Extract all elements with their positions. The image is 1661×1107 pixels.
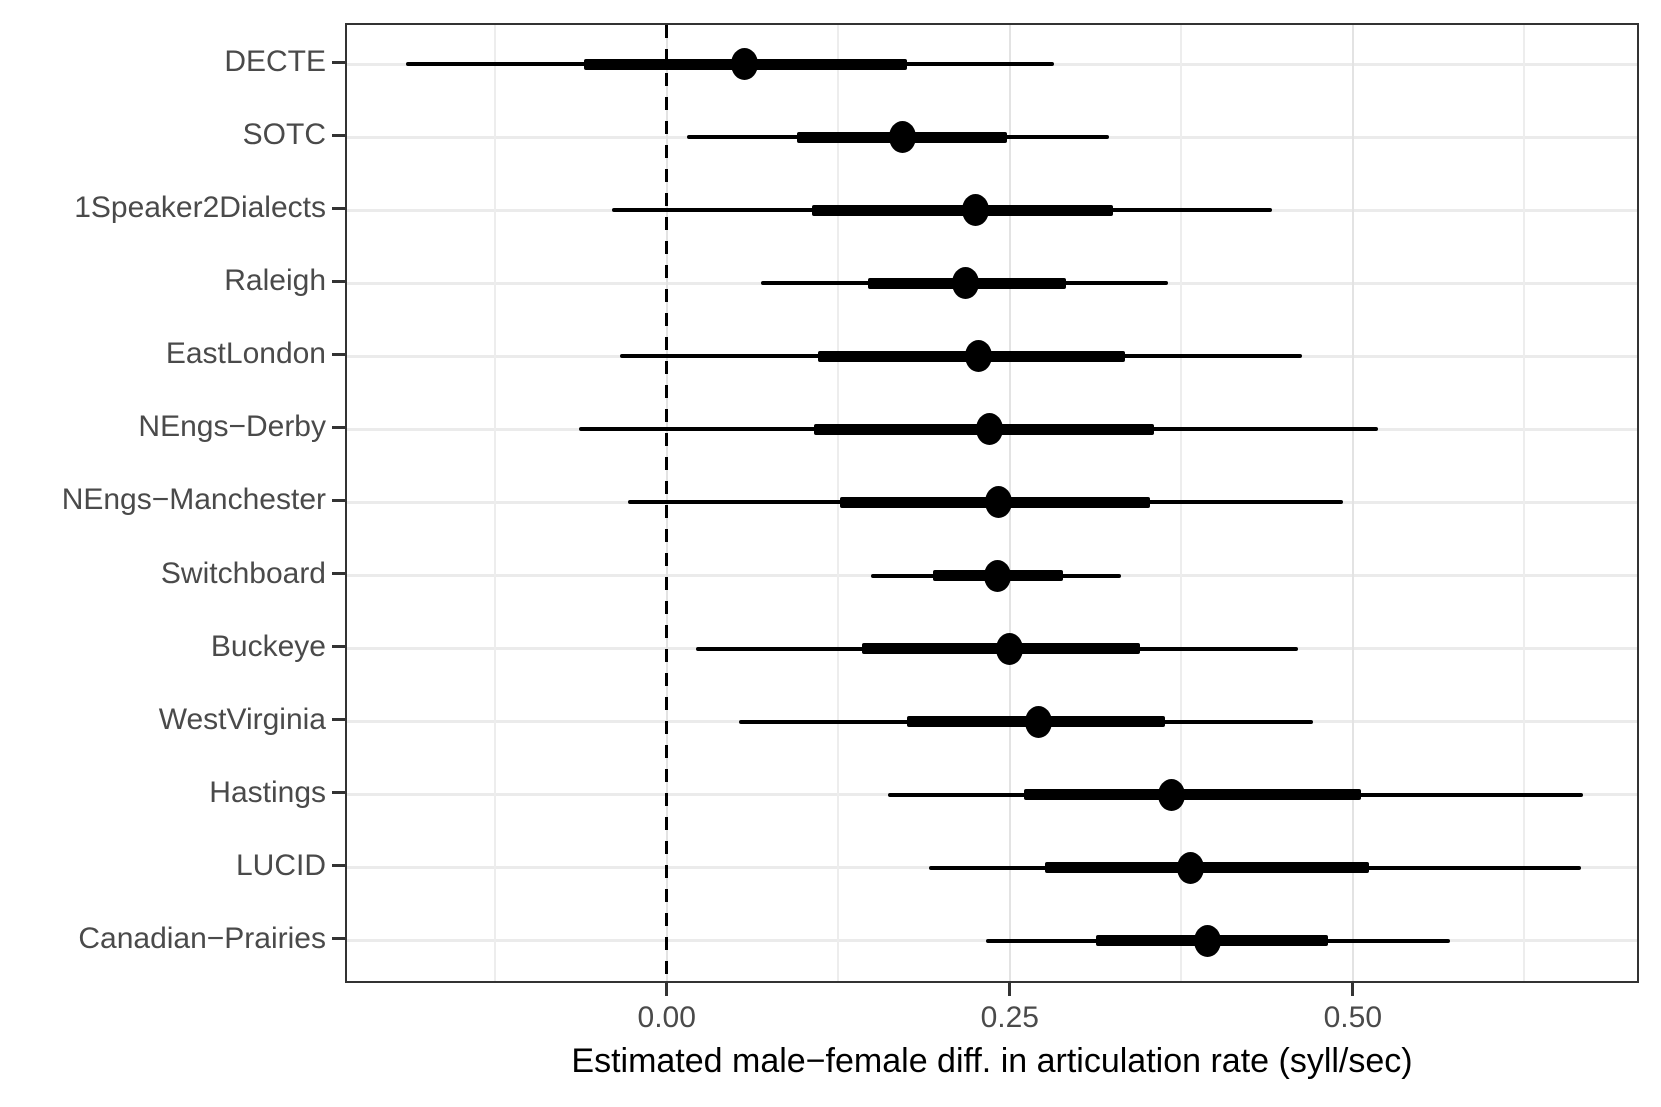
y-axis-tick (332, 352, 345, 356)
point-estimate (1025, 705, 1053, 738)
x-axis-tick (665, 983, 669, 996)
y-axis-tick (332, 718, 345, 722)
y-axis-label: DECTE (224, 45, 326, 78)
point-estimate (983, 559, 1011, 592)
y-axis-label: 1Speaker2Dialects (74, 191, 326, 225)
y-axis-tick (332, 572, 345, 576)
y-axis-tick (332, 498, 345, 502)
y-axis-tick (332, 791, 345, 795)
y-axis-label: NEngs−Manchester (61, 483, 326, 517)
vertical-major-gridline (1351, 25, 1354, 981)
x-axis-tick (1351, 983, 1355, 996)
point-estimate (964, 340, 992, 373)
point-estimate (1158, 778, 1186, 811)
point-estimate (985, 486, 1013, 519)
vertical-minor-gridline (494, 25, 497, 981)
y-axis-tick (332, 206, 345, 210)
point-estimate (889, 121, 917, 154)
point-estimate (961, 194, 989, 227)
y-axis-label: Canadian−Prairies (78, 921, 326, 955)
y-axis-tick (332, 425, 345, 429)
y-axis-tick (332, 60, 345, 64)
y-axis-tick (332, 645, 345, 649)
y-axis-tick (332, 279, 345, 283)
y-axis-label: Switchboard (160, 556, 326, 590)
x-axis-title: Estimated male−female diff. in articulat… (571, 1042, 1413, 1080)
point-estimate (1177, 851, 1205, 884)
point-estimate (996, 632, 1024, 665)
y-axis-label: WestVirginia (158, 702, 326, 736)
y-axis-label: Buckeye (210, 629, 326, 663)
inner-interval (1045, 862, 1370, 874)
point-estimate (975, 413, 1003, 446)
y-axis-label: LUCID (235, 848, 326, 882)
point-estimate (731, 48, 759, 80)
y-axis-tick (332, 937, 345, 941)
x-axis-tick-label: 0.50 (1323, 1001, 1383, 1034)
y-axis-label: Raleigh (224, 264, 326, 298)
vertical-minor-gridline (1523, 25, 1526, 981)
x-axis-tick (1008, 983, 1012, 996)
y-axis-tick (332, 864, 345, 868)
y-axis-label: SOTC (242, 118, 326, 152)
point-estimate (952, 267, 980, 300)
plot-panel (345, 23, 1639, 983)
x-axis-tick-label: 0.00 (637, 1001, 696, 1034)
y-axis-label: NEngs−Derby (138, 410, 326, 444)
point-estimate (1193, 924, 1221, 957)
y-axis-tick (332, 133, 345, 137)
inner-interval (1023, 789, 1362, 801)
x-axis-tick-label: 0.25 (980, 1001, 1039, 1034)
y-axis-label: EastLondon (165, 337, 326, 371)
y-axis-label: Hastings (209, 775, 326, 809)
